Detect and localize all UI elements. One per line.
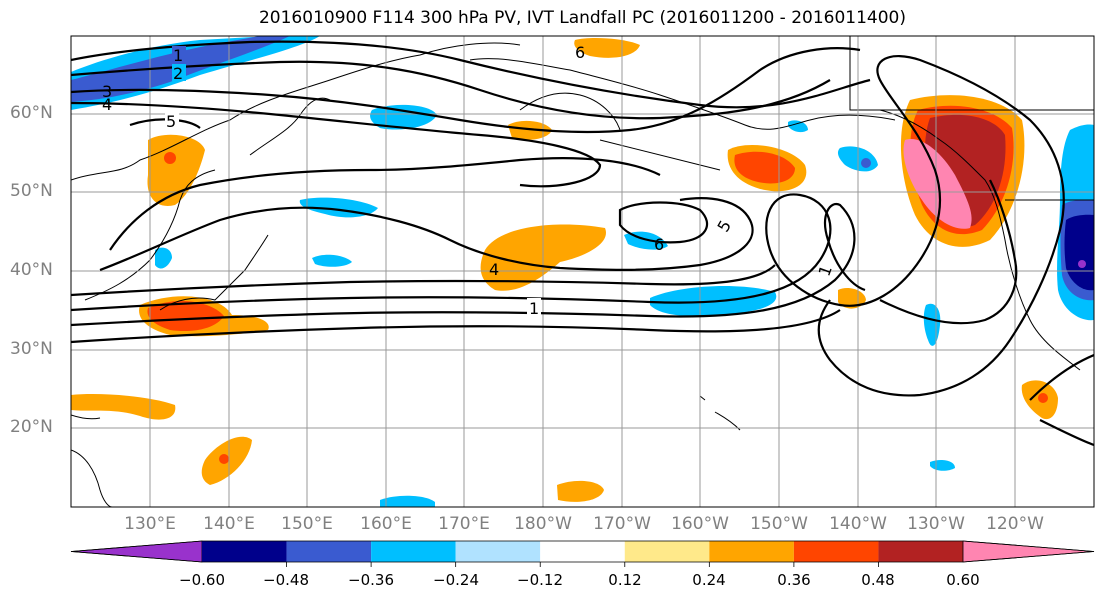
contour-label: 2 [173,64,183,83]
colorbar-swatch [540,541,625,562]
colorbar-swatch [455,541,541,562]
lon-label-160e: 160°E [360,514,412,534]
lon-label-150w: 150°W [750,514,808,534]
colorbar-tick-label: 0.60 [946,571,980,589]
lon-label-170e: 170°E [438,514,490,534]
lon-label-130e: 130°E [124,514,176,534]
lat-label-40n: 40°N [10,260,53,280]
contour-label: 4 [102,95,112,114]
colorbar-extend-high [962,540,1095,563]
lat-label-30n: 30°N [10,339,53,359]
colorbar-tick-label: 0.12 [608,571,642,589]
contour-label: 6 [575,43,585,62]
contour-label-group: 1 2 3 4 5 6 4 1 6 5 1 [102,43,836,318]
colorbar-swatch [624,541,710,562]
colorbar-tick-label: −0.60 [179,571,225,589]
map-area: 1 2 3 4 5 6 4 1 6 5 1 [71,36,1094,507]
lon-label-150e: 150°E [281,514,333,534]
lon-label-180w: 180°W [514,514,572,534]
colorbar-swatch [202,541,287,562]
colorbar-tick-label: 0.48 [861,571,895,589]
colorbar-tick-label: −0.48 [263,571,309,589]
contour-label: 6 [654,235,664,254]
colorbar [70,540,1095,567]
colorbar-outline [70,540,1095,563]
anomaly-shading [71,36,1094,507]
colorbar-tick-label: −0.12 [517,571,563,589]
colorbar-swatch [793,541,879,562]
contour-label: 5 [166,112,176,131]
lon-label-120w: 120°W [986,514,1044,534]
colorbar-extend-low [70,540,203,563]
lon-label-170w: 170°W [593,514,651,534]
map-frame [70,35,1095,508]
contour-label: 3 [102,82,112,101]
colorbar-tick-label: 0.24 [692,571,726,589]
lon-label-160w: 160°W [671,514,729,534]
contour-label: 1 [173,46,183,65]
lon-label-130w: 130°W [907,514,965,534]
colorbar-swatch [371,541,456,562]
lat-label-50n: 50°N [10,181,53,201]
lon-label-140e: 140°E [203,514,255,534]
colorbar-swatch [286,541,372,562]
contour-label: 4 [489,260,499,279]
coastlines [71,36,1094,507]
lat-label-20n: 20°N [10,417,53,437]
colorbar-swatch [709,541,794,562]
lon-label-140w: 140°W [829,514,887,534]
lat-label-60n: 60°N [10,103,53,123]
contour-label: 1 [529,299,539,318]
graticule [71,36,1094,507]
map-title: 2016010900 F114 300 hPa PV, IVT Landfall… [258,8,906,28]
colorbar-tick-label: 0.36 [777,571,811,589]
colorbar-tick-label: −0.24 [433,571,479,589]
pv-contours [71,40,1094,447]
colorbar-tick-label: −0.36 [348,571,394,589]
colorbar-swatch [878,541,963,562]
